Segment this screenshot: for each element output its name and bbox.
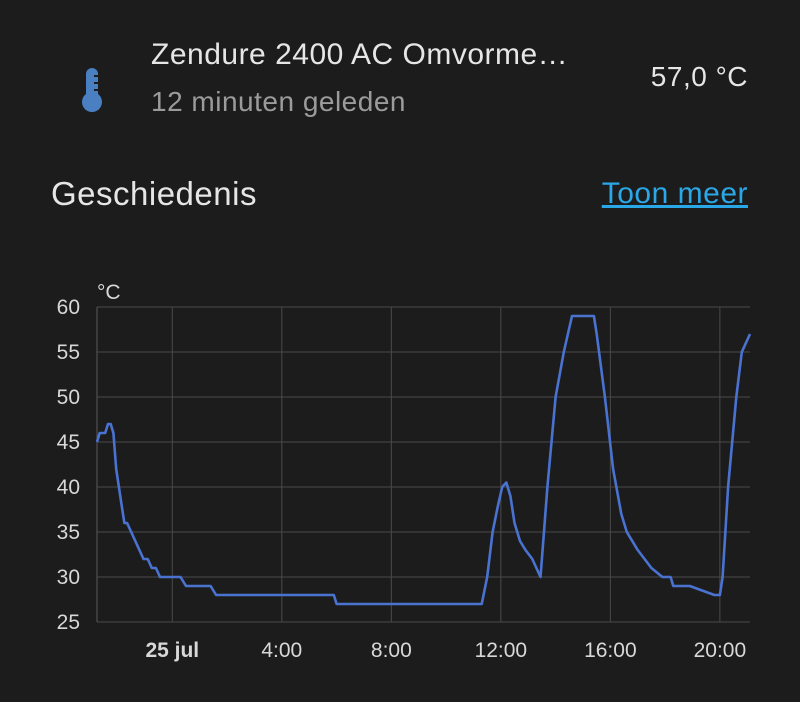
x-tick-label: 25 jul (145, 639, 199, 662)
y-tick-label: 40 (57, 476, 80, 499)
y-tick-label: 35 (57, 521, 80, 544)
x-tick-label: 4:00 (261, 639, 302, 662)
y-tick-label: 50 (57, 386, 80, 409)
x-tick-label: 8:00 (371, 639, 412, 662)
history-chart[interactable]: 25 30 35 40 45 50 55 60 25 jul 4:00 8:00 12:00 16:00… (0, 270, 800, 670)
y-tick-label: 25 (57, 611, 80, 634)
x-tick-label: 16:00 (584, 639, 637, 662)
entity-last-changed: 12 minuten geleden (151, 86, 406, 117)
entity-name[interactable]: Zendure 2400 AC Omvorme… (151, 38, 569, 71)
y-axis-unit: °C (97, 281, 121, 304)
series-line[interactable] (95, 314, 752, 606)
entity-row[interactable]: Zendure 2400 AC Omvorme… 12 minuten gele… (0, 0, 800, 140)
y-tick-label: 45 (57, 431, 80, 454)
show-more-link[interactable]: Toon meer (601, 177, 748, 210)
thermometer-icon (82, 68, 102, 112)
y-tick-label: 30 (57, 566, 80, 589)
x-tick-label: 12:00 (475, 639, 528, 662)
entity-state: 57,0 °C (650, 61, 748, 92)
y-tick-label: 60 (57, 296, 80, 319)
y-tick-label: 55 (57, 341, 80, 364)
history-title: Geschiedenis (51, 175, 257, 212)
x-tick-label: 20:00 (694, 639, 747, 662)
